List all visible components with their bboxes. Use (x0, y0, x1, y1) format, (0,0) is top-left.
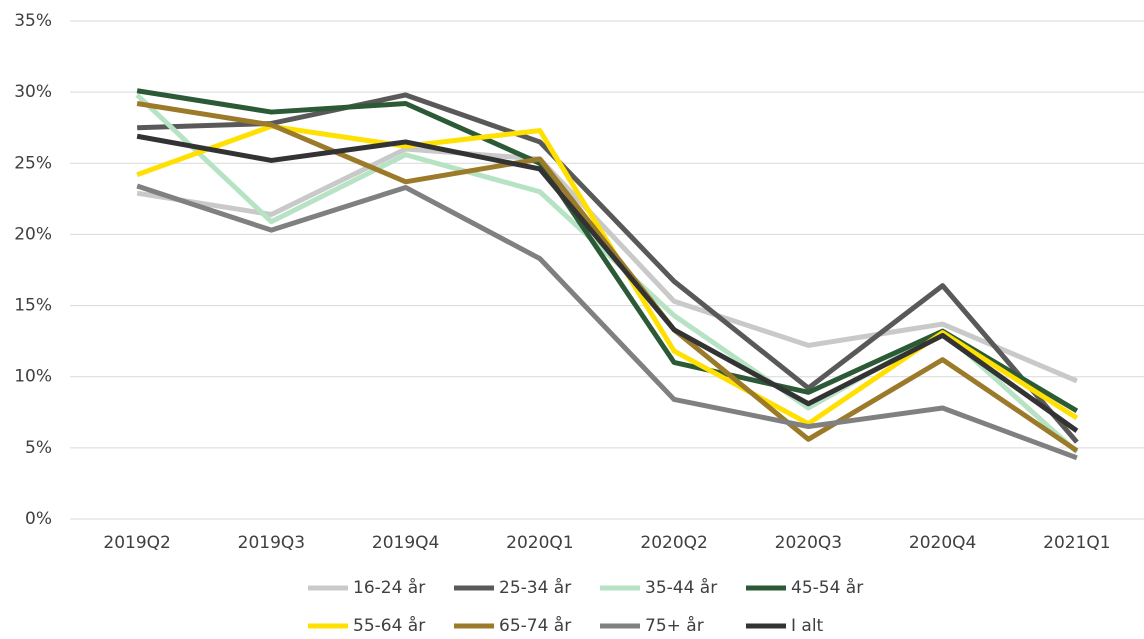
y-tick-label: 35% (14, 11, 52, 31)
x-tick-label: 2020Q1 (506, 533, 573, 553)
y-tick-label: 20% (14, 224, 52, 244)
series-line (136, 101, 1079, 453)
x-tick-label: 2019Q3 (238, 533, 305, 553)
y-tick-label: 15% (14, 296, 52, 316)
y-tick-label: 10% (14, 367, 52, 387)
x-tick-label: 2020Q4 (909, 533, 976, 553)
legend-label: I alt (791, 616, 824, 635)
legend-label: 16-24 år (353, 577, 425, 598)
y-tick-label: 25% (14, 153, 52, 173)
x-tick-label: 2020Q3 (775, 533, 842, 553)
x-tick-label: 2019Q4 (372, 533, 439, 553)
series-line (136, 88, 1079, 414)
series-line (137, 92, 1079, 444)
y-tick-label: 5% (25, 438, 52, 458)
legend-label: 55-64 år (353, 615, 425, 635)
legend-label: 25-34 år (499, 577, 571, 598)
series-line (136, 146, 1078, 384)
y-tick-label: 30% (14, 82, 52, 102)
series-line (136, 183, 1078, 461)
legend-label: 45-54 år (791, 577, 863, 598)
legend-label: 35-44 år (645, 577, 717, 598)
series-line (135, 93, 1079, 454)
legend-label: 65-74 år (499, 615, 571, 635)
series-line (136, 133, 1079, 433)
legend-label: 75+ år (645, 615, 704, 635)
x-tick-label: 2019Q2 (103, 533, 170, 553)
series-line (136, 123, 1079, 427)
y-tick-label: 0% (25, 509, 52, 529)
x-tick-label: 2020Q2 (640, 533, 707, 553)
x-tick-label: 2021Q1 (1043, 533, 1110, 553)
